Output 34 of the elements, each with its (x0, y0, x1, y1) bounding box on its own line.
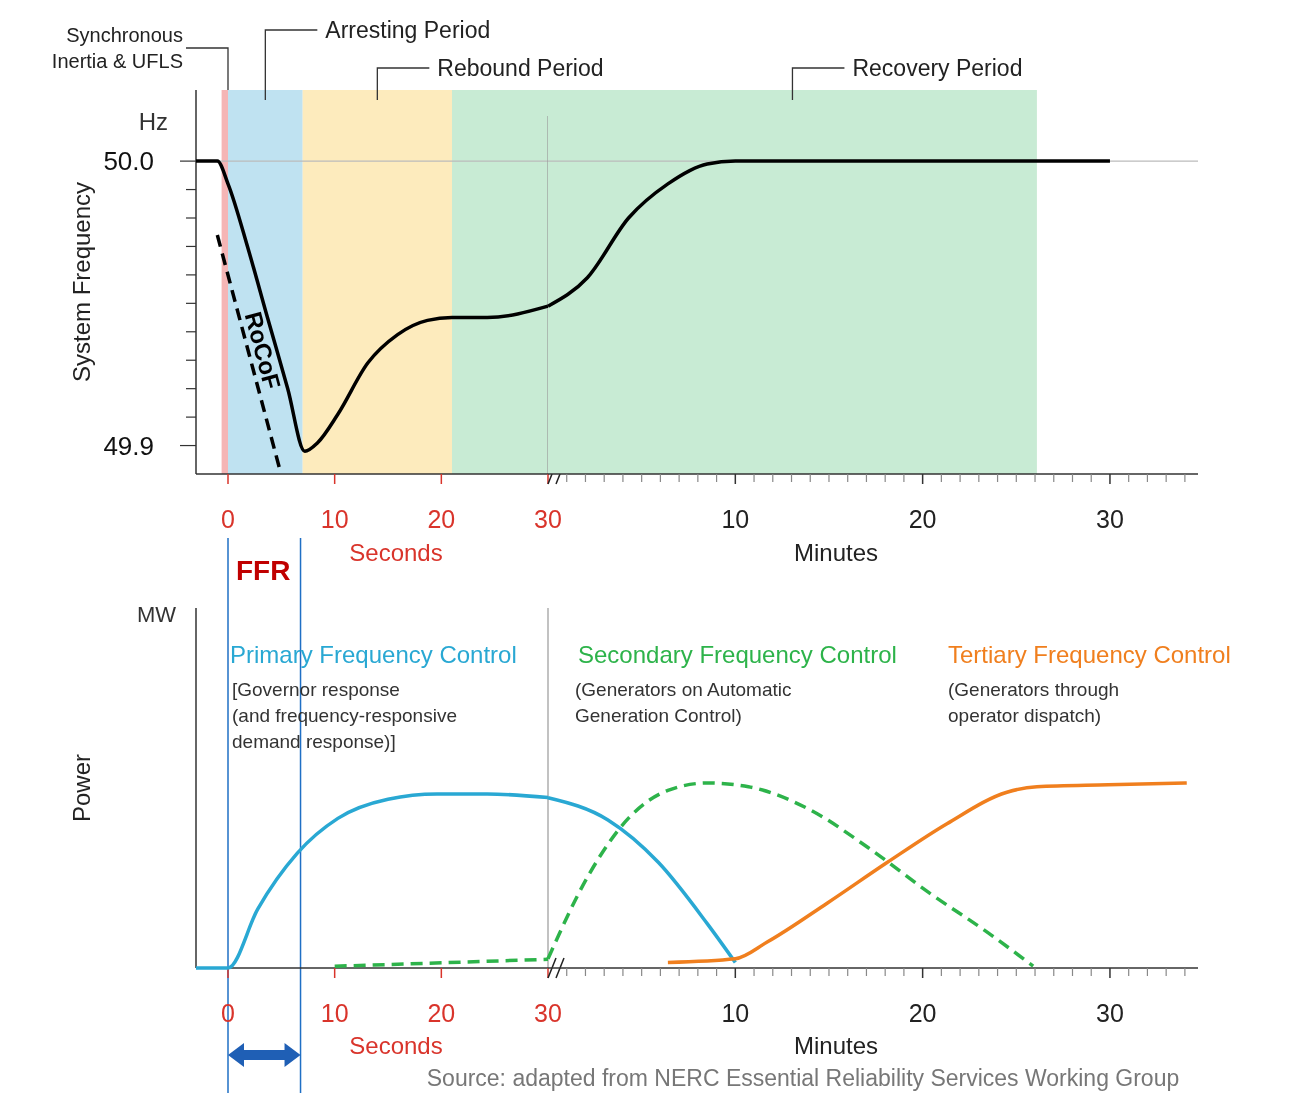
text: Seconds (349, 539, 443, 566)
y-tick-label: 50.0 (103, 146, 154, 177)
text: MW (136, 602, 177, 627)
x-tick-label: 10 (721, 999, 750, 1027)
x-tick-label: 20 (908, 505, 937, 533)
text: Secondary Frequency Control (578, 641, 897, 668)
x-tick-label: 20 (908, 999, 937, 1027)
y-axis-title: Power (68, 753, 95, 823)
x-tick-label: 30 (534, 999, 562, 1027)
y-tick-label: 49.9 (103, 430, 154, 461)
x-tick-label: 10 (320, 999, 349, 1027)
text: Minutes (793, 1032, 879, 1059)
band-label: Rebound Period (437, 55, 604, 81)
y-axis-title: System Frequency (68, 181, 95, 383)
x-tick-label: 30 (1096, 505, 1124, 533)
ref-line-label: FFR (236, 555, 291, 586)
band-label: Synchronous Inertia & UFLS (51, 24, 183, 72)
x-tick-label: 30 (534, 505, 562, 533)
text: (Generators on Automatic Generation Control) (575, 679, 792, 726)
text: Hz (138, 108, 168, 135)
x-tick-label: 10 (721, 505, 750, 533)
x-tick-label: 0 (221, 505, 235, 533)
text: Tertiary Frequency Control (948, 641, 1231, 668)
x-tick-label: 30 (1096, 999, 1124, 1027)
text: Minutes (793, 539, 879, 566)
text: Seconds (349, 1032, 443, 1059)
x-tick-label: 20 (427, 505, 456, 533)
text: (Generators through operator dispatch) (948, 679, 1120, 726)
text: RoCoF (239, 308, 287, 392)
band-label: Recovery Period (852, 55, 1023, 81)
x-tick-label: 10 (320, 505, 349, 533)
band-label: Arresting Period (325, 17, 491, 43)
x-tick-label: 20 (427, 999, 456, 1027)
source-note: Source: adapted from NERC Essential Reliability Services Working Group (426, 1065, 1180, 1091)
